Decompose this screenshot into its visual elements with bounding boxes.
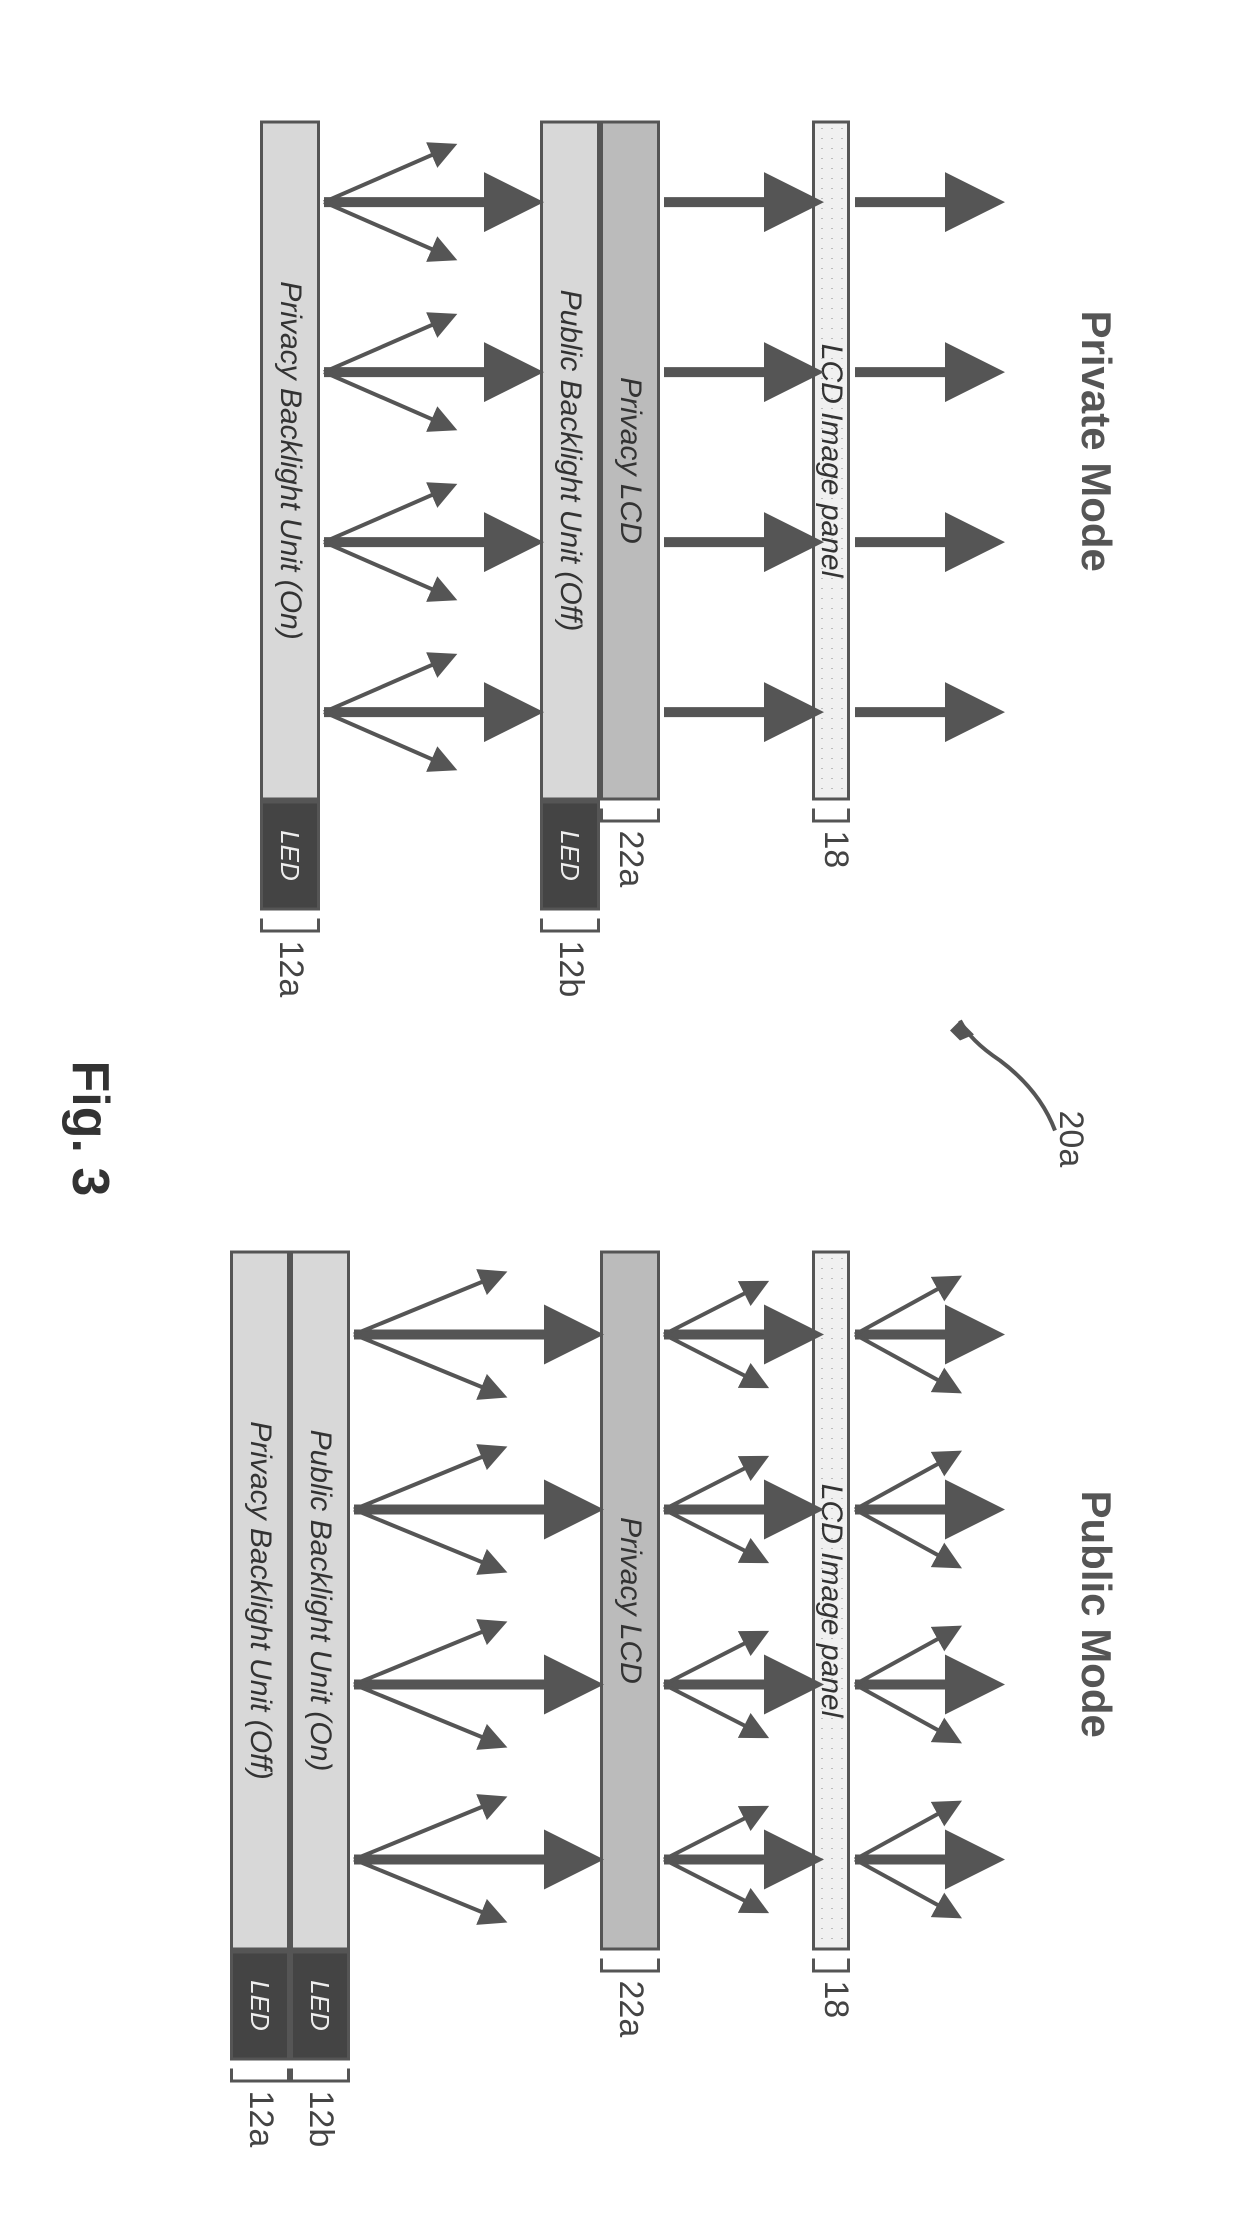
public-privacy-lcd-bracket: [600, 1958, 660, 1972]
private-privacy-blu-label: Privacy Backlight Unit (On): [273, 281, 307, 639]
public-lcd-panel: LCD Image panel: [812, 1250, 850, 1950]
private-privacy-lcd-label: Privacy LCD: [613, 377, 647, 544]
public-privacy-lcd-ref: 22a: [611, 1980, 650, 2037]
private-public-blu-ref: 12b: [551, 940, 590, 997]
public-privacy-lcd-label: Privacy LCD: [613, 1517, 647, 1684]
private-privacy-blu-led: LED: [260, 800, 320, 910]
figure-label: Fig. 3: [60, 1060, 120, 1196]
public-public-blu-ref: 12b: [301, 2090, 340, 2147]
public-mode-title: Public Mode: [1072, 1490, 1120, 1737]
public-public-blu: Public Backlight Unit (On): [290, 1250, 350, 1950]
private-privacy-blu: Privacy Backlight Unit (On): [260, 120, 320, 800]
private-privacy-lcd-bracket: [600, 808, 660, 822]
led-label: LED: [555, 830, 586, 881]
public-lcd-panel-bracket: [812, 1958, 850, 1972]
public-public-blu-label: Public Backlight Unit (On): [303, 1429, 337, 1771]
private-lcd-panel-label: LCD Image panel: [814, 343, 848, 576]
ref-20a-arrow: [940, 1000, 1060, 1140]
public-privacy-lcd: Privacy LCD: [600, 1250, 660, 1950]
led-label: LED: [305, 1980, 336, 2031]
public-privacy-blu-ref: 12a: [241, 2090, 280, 2147]
led-label: LED: [245, 1980, 276, 2031]
public-privacy-blu: Privacy Backlight Unit (Off): [230, 1250, 290, 1950]
public-privacy-blu-label: Privacy Backlight Unit (Off): [243, 1421, 277, 1779]
public-privacy-blu-bracket: [230, 2068, 290, 2082]
private-privacy-blu-ref: 12a: [271, 940, 310, 997]
private-lcd-panel: LCD Image panel: [812, 120, 850, 800]
public-public-blu-bracket: [290, 2068, 350, 2082]
private-privacy-blu-bracket: [260, 918, 320, 932]
public-lcd-panel-label: LCD Image panel: [814, 1483, 848, 1716]
public-public-blu-led: LED: [290, 1950, 350, 2060]
private-privacy-lcd-ref: 22a: [611, 830, 650, 887]
private-mode-title: Private Mode: [1072, 310, 1120, 571]
private-public-blu: Public Backlight Unit (Off): [540, 120, 600, 800]
private-public-blu-label: Public Backlight Unit (Off): [553, 289, 587, 631]
public-privacy-blu-led: LED: [230, 1950, 290, 2060]
private-privacy-lcd: Privacy LCD: [600, 120, 660, 800]
figure-page: Fig. 3 20a Private Mode LCD Image panel …: [0, 0, 1240, 2229]
private-lcd-panel-ref: 18: [816, 830, 855, 868]
led-label: LED: [275, 830, 306, 881]
private-lcd-panel-bracket: [812, 808, 850, 822]
private-public-blu-bracket: [540, 918, 600, 932]
private-public-blu-led: LED: [540, 800, 600, 910]
public-lcd-panel-ref: 18: [816, 1980, 855, 2018]
